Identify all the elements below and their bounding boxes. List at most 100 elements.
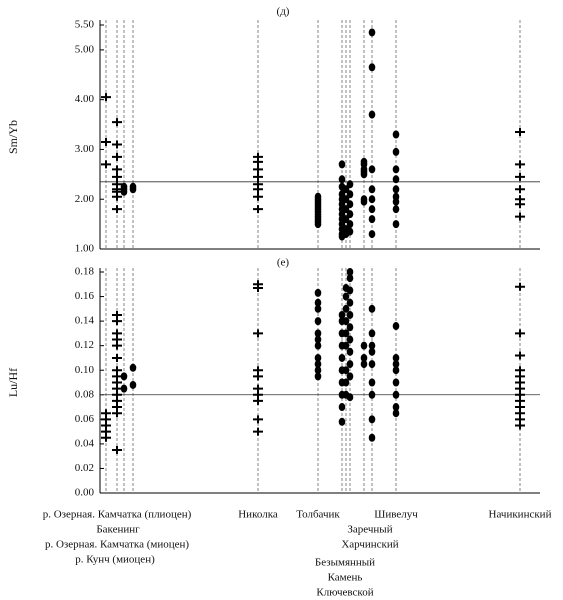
cross-point (112, 152, 122, 161)
dot-point (346, 227, 354, 236)
dot-point (368, 185, 376, 194)
dot-point (368, 230, 376, 239)
dot-point (342, 195, 350, 204)
x-category-label: Ключевской (316, 587, 373, 599)
dot-point (368, 28, 376, 37)
dot-point (338, 403, 346, 412)
x-category-label: Харчинский (341, 539, 398, 551)
dot-point (346, 220, 354, 229)
cross-point (112, 192, 122, 201)
dot-point (368, 195, 376, 204)
dot-point (338, 417, 346, 426)
dot-point (120, 185, 128, 194)
cross-point (112, 205, 122, 214)
dot-point (338, 160, 346, 169)
dot-point (338, 353, 346, 362)
dot-point (368, 205, 376, 214)
dot-point (346, 268, 354, 276)
dot-point (129, 380, 137, 389)
y-tick-label: 1.00 (75, 243, 95, 255)
dot-point (360, 170, 368, 179)
dot-point (368, 433, 376, 442)
cross-point (515, 212, 525, 221)
cross-point (253, 165, 263, 174)
dot-point (314, 220, 322, 229)
dot-point (346, 347, 354, 356)
cross-point (112, 341, 122, 350)
y-axis-label: Sm/Yb (6, 120, 20, 154)
cross-point (515, 421, 525, 430)
dot-point (120, 384, 128, 393)
y-tick-label: 3.00 (75, 143, 95, 155)
dot-point (314, 317, 322, 326)
dot-point (314, 366, 322, 375)
dot-point (368, 110, 376, 119)
cross-point (515, 282, 525, 291)
dot-point (346, 286, 354, 295)
dot-point (346, 210, 354, 219)
dot-point (392, 409, 400, 418)
dot-point (392, 147, 400, 156)
dot-point (368, 390, 376, 399)
dot-point (342, 304, 350, 313)
dot-point (392, 322, 400, 331)
x-category-label: Заречный (347, 524, 392, 536)
dot-point (314, 335, 322, 344)
dot-point (392, 165, 400, 174)
cross-point (515, 172, 525, 181)
dot-point (368, 360, 376, 369)
dot-point (314, 329, 322, 338)
cross-point (112, 353, 122, 362)
cross-point (112, 165, 122, 174)
dot-point (314, 360, 322, 369)
y-tick-label: 5.50 (75, 19, 95, 31)
cross-point (253, 415, 263, 424)
dot-point (342, 292, 350, 301)
dot-point (392, 360, 400, 369)
dot-point (342, 341, 350, 350)
dot-point (368, 329, 376, 338)
dot-point (342, 366, 350, 375)
y-tick-label: 0.08 (75, 388, 95, 400)
x-category-label: Толбачик (296, 509, 340, 521)
dot-point (392, 185, 400, 194)
dot-point (368, 415, 376, 424)
cross-point (253, 157, 263, 166)
dot-point (392, 205, 400, 214)
dot-point (346, 298, 354, 307)
dot-point (360, 341, 368, 350)
cross-point (515, 128, 525, 137)
dot-point (346, 323, 354, 332)
dot-point (338, 310, 346, 319)
y-tick-label: 0.18 (75, 266, 95, 278)
cross-point (253, 192, 263, 201)
dot-point (342, 378, 350, 387)
x-category-label: Безымянный (315, 557, 375, 569)
dot-point (129, 185, 137, 194)
dot-point (392, 175, 400, 184)
cross-point (253, 283, 263, 292)
cross-point (253, 329, 263, 338)
x-category-label: р. Кунч (миоцен) (75, 554, 155, 566)
cross-point (253, 396, 263, 405)
y-tick-label: 0.16 (75, 290, 95, 302)
cross-point (112, 172, 122, 181)
x-category-label: р. Озерная. Камчатка (миоцен) (45, 539, 189, 551)
dot-point (314, 288, 322, 297)
cross-point (101, 433, 111, 442)
dot-point (346, 360, 354, 369)
y-tick-label: 0.00 (75, 487, 95, 499)
dot-point (346, 335, 354, 344)
cross-point (112, 118, 122, 127)
cross-point (515, 351, 525, 360)
cross-point (112, 317, 122, 326)
dot-point (360, 360, 368, 369)
panel-title: (д) (277, 6, 290, 18)
dot-point (346, 200, 354, 209)
dot-point (392, 220, 400, 229)
dot-point (368, 378, 376, 387)
dot-point (368, 341, 376, 350)
dot-point (346, 372, 354, 381)
cross-point (253, 172, 263, 181)
